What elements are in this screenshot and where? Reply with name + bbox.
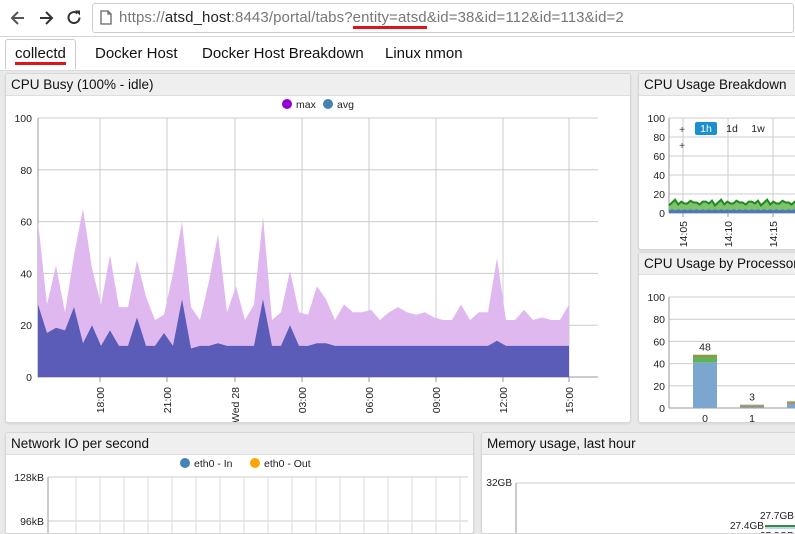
cpu-breakdown-panel: CPU Usage Breakdown 100 80 60 40 20 0 14:05 14:… [638, 73, 795, 250]
y-tick-label: 0 [659, 403, 665, 415]
panel-title: CPU Usage by Processor [639, 253, 795, 275]
legend-label: eth0 - In [194, 458, 233, 470]
y-tick-label: 40 [653, 170, 665, 182]
x-tick-label: 14:10 [723, 221, 735, 247]
y-tick-label: 96kB [20, 516, 44, 528]
portal-tabs: collectd Docker Host Docker Host Breakdo… [0, 37, 795, 71]
network-io-chart: eth0 - In eth0 - Out 128kB 96kB [6, 455, 473, 533]
x-tick-label: 14:15 [768, 221, 780, 247]
legend-label: avg [337, 99, 354, 111]
y-tick-label: 80 [20, 165, 32, 177]
tab-docker-host[interactable]: Docker Host [86, 39, 187, 68]
legend-swatch [250, 458, 260, 468]
panel-title: Network IO per second [6, 433, 473, 455]
x-tick-label: 1 [749, 413, 755, 422]
y-tick-label: 0 [659, 208, 665, 220]
panel-title: CPU Usage Breakdown [639, 74, 795, 96]
address-bar[interactable]: https://atsd_host:8443/portal/tabs?entit… [92, 3, 794, 33]
x-tick-label: 0 [702, 413, 708, 422]
x-tick-label: Wed 28 [230, 387, 242, 422]
y-tick-label: 32GB [486, 478, 512, 489]
legend-label: eth0 - Out [264, 458, 311, 470]
processor-bar-top [787, 401, 795, 402]
cpu-breakdown-chart: 100 80 60 40 20 0 14:05 14:10 14:15 + +1h 1d 1w [639, 96, 795, 249]
legend-label: max [296, 99, 317, 111]
x-tick-label: 03:00 [297, 387, 309, 413]
y-tick-label: 40 [653, 359, 665, 371]
legend-swatch [180, 458, 190, 468]
url-highlight: entity=atsd [353, 9, 427, 29]
processor-bar-base [693, 363, 717, 408]
reload-icon [64, 8, 84, 28]
network-io-panel: Network IO per second eth0 - In eth0 - Ou… [5, 432, 474, 534]
cpu-busy-panel: CPU Busy (100% - idle) max avg 100 80 60 40 20… [5, 73, 631, 423]
cpu-busy-chart: max avg 100 80 60 40 20 0 18:00 21:00 Wed 28 03:00 0… [6, 96, 630, 422]
y-tick-label: 100 [647, 292, 665, 304]
x-tick-label: 14:05 [678, 221, 690, 247]
x-tick-label: 15:00 [564, 387, 576, 413]
forward-arrow-icon [36, 8, 56, 28]
cpu-processor-chart: 1008060402004803162 [639, 275, 795, 422]
y-tick-label: 80 [653, 132, 665, 144]
range-button-label: 1h [700, 123, 712, 135]
reload-button[interactable] [62, 6, 86, 30]
bar-value-label: 48 [699, 342, 711, 354]
memory-annotation: 27.7GB [760, 511, 794, 522]
back-button[interactable] [6, 6, 30, 30]
panel-title: CPU Busy (100% - idle) [6, 74, 630, 96]
range-marker: + [679, 141, 685, 152]
url-text: https://atsd_host:8443/portal/tabs?entit… [119, 9, 624, 26]
tab-linux-nmon[interactable]: Linux nmon [376, 39, 472, 68]
x-tick-label: 18:00 [95, 387, 107, 413]
range-button-1d[interactable]: 1d [726, 123, 738, 135]
y-tick-label: 60 [653, 151, 665, 163]
cpu-processor-panel: CPU Usage by Processor 100 80 60 40 20 0 48 0 3 1… [638, 252, 795, 423]
forward-button[interactable] [34, 6, 58, 30]
legend-swatch [323, 99, 333, 109]
range-button-label: 1d [726, 123, 738, 135]
page-info-icon [99, 10, 113, 25]
y-tick-label: 0 [26, 372, 32, 384]
browser-toolbar: https://atsd_host:8443/portal/tabs?entit… [0, 0, 795, 37]
tab-docker-host-breakdown[interactable]: Docker Host Breakdown [193, 39, 373, 68]
y-tick-label: 100 [647, 113, 665, 125]
legend-swatch [282, 99, 292, 109]
y-tick-label: 20 [20, 320, 32, 332]
y-tick-label: 100 [14, 113, 32, 125]
memory-annotation: 27.3GB [760, 531, 794, 533]
range-button-1w[interactable]: 1w [751, 123, 765, 135]
back-arrow-icon [8, 8, 28, 28]
y-tick-label: 60 [20, 217, 32, 229]
y-tick-label: 20 [653, 189, 665, 201]
range-button-label: 1w [751, 123, 765, 135]
x-tick-label: 12:00 [498, 387, 510, 413]
range-marker: + [679, 125, 685, 136]
x-tick-label: 06:00 [364, 387, 376, 413]
y-tick-label: 80 [653, 314, 665, 326]
x-tick-label: 21:00 [162, 387, 174, 413]
x-tick-label: 09:00 [431, 387, 443, 413]
y-tick-label: 128kB [14, 472, 44, 484]
tab-collectd[interactable]: collectd [5, 39, 76, 69]
y-tick-label: 60 [653, 336, 665, 348]
y-tick-label: 20 [653, 381, 665, 393]
range-button-1h[interactable]: 1h [695, 122, 717, 135]
panel-title: Memory usage, last hour [482, 433, 795, 455]
bar-value-label: 3 [749, 392, 755, 404]
y-tick-label: 40 [20, 268, 32, 280]
